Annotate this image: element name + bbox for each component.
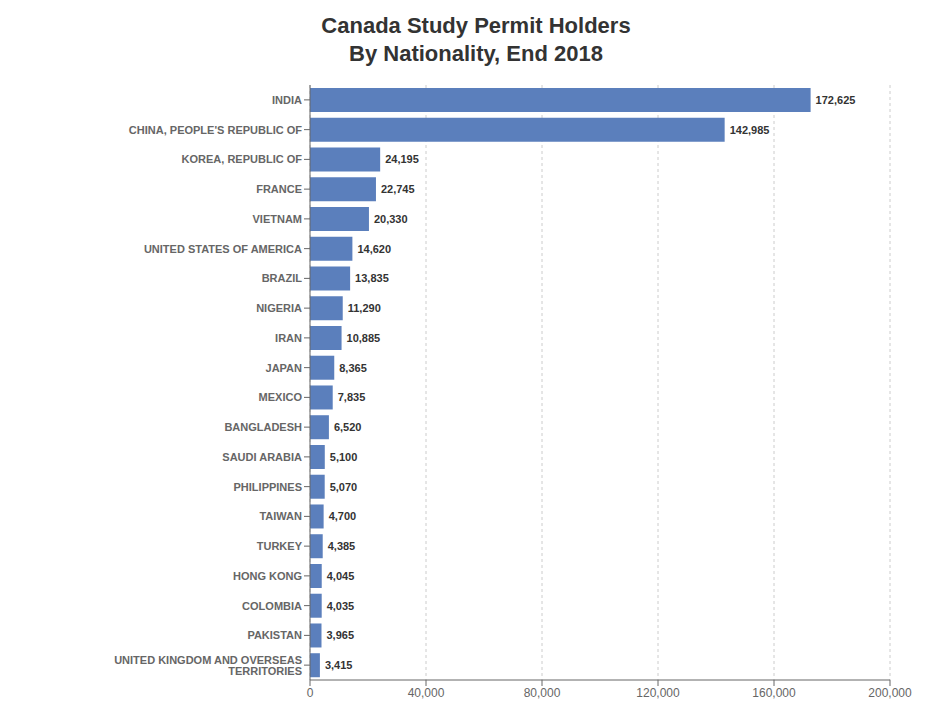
svg-text:VIETNAM: VIETNAM <box>253 213 303 225</box>
svg-text:4,045: 4,045 <box>327 570 355 582</box>
svg-text:5,070: 5,070 <box>330 481 358 493</box>
svg-text:120,000: 120,000 <box>636 686 680 700</box>
svg-text:PHILIPPINES: PHILIPPINES <box>234 481 302 493</box>
svg-text:142,985: 142,985 <box>730 124 770 136</box>
svg-text:TURKEY: TURKEY <box>257 540 303 552</box>
svg-text:0: 0 <box>307 686 314 700</box>
svg-text:COLOMBIA: COLOMBIA <box>242 600 302 612</box>
svg-text:TAIWAN: TAIWAN <box>259 510 302 522</box>
svg-text:8,365: 8,365 <box>339 362 367 374</box>
svg-text:NIGERIA: NIGERIA <box>256 302 302 314</box>
svg-text:13,835: 13,835 <box>355 272 389 284</box>
svg-text:3,965: 3,965 <box>326 629 354 641</box>
svg-text:BRAZIL: BRAZIL <box>262 272 303 284</box>
svg-text:KOREA, REPUBLIC OF: KOREA, REPUBLIC OF <box>182 153 303 165</box>
svg-text:BANGLADESH: BANGLADESH <box>224 421 302 433</box>
svg-text:PAKISTAN: PAKISTAN <box>247 629 302 641</box>
svg-text:11,290: 11,290 <box>348 302 381 314</box>
svg-text:4,035: 4,035 <box>327 600 355 612</box>
svg-text:10,885: 10,885 <box>347 332 381 344</box>
svg-text:FRANCE: FRANCE <box>256 183 302 195</box>
svg-text:HONG KONG: HONG KONG <box>233 570 302 582</box>
svg-text:3,415: 3,415 <box>325 659 353 671</box>
svg-text:SAUDI ARABIA: SAUDI ARABIA <box>222 451 302 463</box>
svg-text:MEXICO: MEXICO <box>259 391 303 403</box>
svg-text:22,745: 22,745 <box>381 183 415 195</box>
svg-text:JAPAN: JAPAN <box>266 362 303 374</box>
svg-text:7,835: 7,835 <box>338 391 366 403</box>
svg-text:CHINA, PEOPLE'S REPUBLIC OF: CHINA, PEOPLE'S REPUBLIC OF <box>129 124 302 136</box>
svg-text:5,100: 5,100 <box>330 451 358 463</box>
html-text:By Nationality, End 2018: By Nationality, End 2018 <box>349 41 603 66</box>
html-text:Canada Study Permit Holders: Canada Study Permit Holders <box>321 13 631 38</box>
svg-text:INDIA: INDIA <box>272 94 302 106</box>
svg-text:UNITED KINGDOM AND OVERSEASTER: UNITED KINGDOM AND OVERSEASTERRITORIES <box>114 654 302 677</box>
svg-text:4,700: 4,700 <box>329 510 357 522</box>
svg-text:160,000: 160,000 <box>752 686 796 700</box>
svg-text:24,195: 24,195 <box>385 153 419 165</box>
svg-text:6,520: 6,520 <box>334 421 362 433</box>
svg-text:4,385: 4,385 <box>328 540 356 552</box>
svg-text:80,000: 80,000 <box>524 686 561 700</box>
svg-text:40,000: 40,000 <box>408 686 445 700</box>
svg-text:172,625: 172,625 <box>816 94 856 106</box>
svg-text:UNITED STATES OF AMERICA: UNITED STATES OF AMERICA <box>144 243 302 255</box>
svg-text:200,000: 200,000 <box>868 686 912 700</box>
svg-text:IRAN: IRAN <box>275 332 302 344</box>
svg-text:20,330: 20,330 <box>374 213 408 225</box>
svg-text:14,620: 14,620 <box>357 243 391 255</box>
